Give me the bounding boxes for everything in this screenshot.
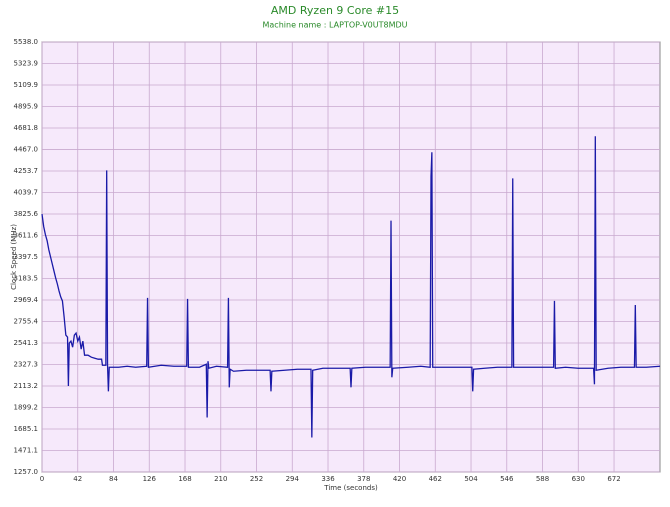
y-axis-label: Clock Speed (MHz): [10, 224, 18, 290]
y-tick-label: 1899.2: [14, 403, 39, 411]
x-tick-label: 420: [393, 475, 406, 483]
x-tick-label: 630: [572, 475, 585, 483]
x-tick-label: 126: [143, 475, 157, 483]
x-tick-label: 588: [536, 475, 549, 483]
y-tick-label: 4895.9: [14, 102, 39, 110]
chart-title: AMD Ryzen 9 Core #15: [271, 4, 399, 17]
y-tick-label: 3397.5: [14, 253, 39, 261]
y-tick-label: 5323.9: [14, 60, 39, 68]
x-tick-label: 0: [40, 475, 44, 483]
x-tick-label: 210: [214, 475, 227, 483]
y-tick-label: 5538.0: [14, 38, 39, 46]
chart-subtitle: Machine name : LAPTOP-V0UT8MDU: [263, 21, 408, 30]
x-tick-label: 378: [357, 475, 370, 483]
y-tick-label: 3611.6: [14, 231, 39, 239]
y-tick-label: 2755.4: [14, 317, 39, 325]
y-tick-label: 4253.7: [14, 167, 39, 175]
y-tick-label: 4039.7: [14, 188, 39, 196]
y-tick-label: 1257.0: [14, 468, 39, 476]
x-tick-label: 546: [500, 475, 514, 483]
y-tick-label: 2541.3: [14, 339, 39, 347]
y-tick-label: 4467.0: [14, 146, 39, 154]
x-tick-label: 84: [109, 475, 118, 483]
x-axis-label: Time (seconds): [323, 484, 378, 492]
y-tick-label: 4681.8: [14, 124, 39, 132]
x-tick-label: 42: [73, 475, 82, 483]
y-tick-label: 2113.2: [14, 382, 39, 390]
x-tick-label: 672: [607, 475, 620, 483]
y-tick-label: 2969.4: [14, 296, 39, 304]
y-tick-label: 2327.3: [14, 360, 39, 368]
x-tick-label: 168: [178, 475, 191, 483]
y-tick-label: 3183.5: [14, 274, 39, 282]
x-tick-label: 336: [321, 475, 335, 483]
y-tick-label: 3825.6: [14, 210, 39, 218]
y-tick-label: 5109.9: [14, 81, 39, 89]
x-tick-label: 294: [286, 475, 300, 483]
line-series: [41, 136, 661, 438]
y-tick-label: 1471.1: [14, 446, 39, 454]
x-tick-label: 462: [429, 475, 442, 483]
y-tick-label: 1685.1: [14, 425, 39, 433]
x-tick-label: 252: [250, 475, 263, 483]
x-tick-label: 504: [464, 475, 478, 483]
